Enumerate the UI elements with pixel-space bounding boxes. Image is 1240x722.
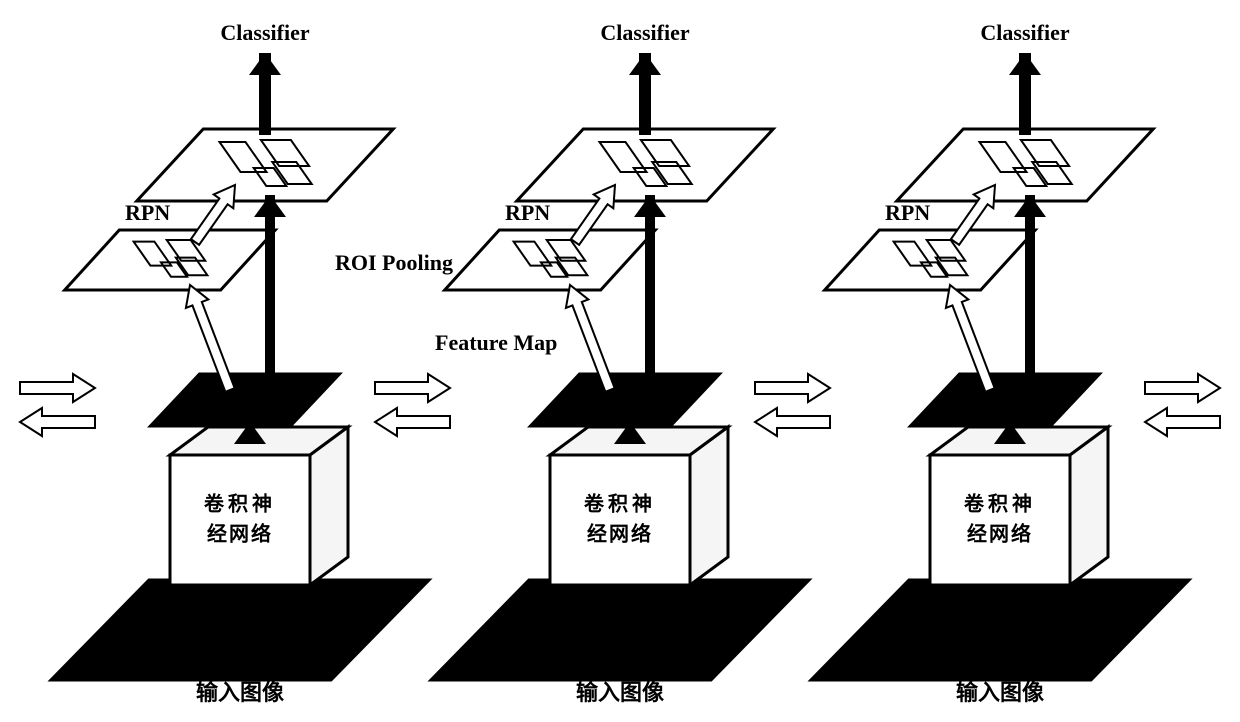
svg-text:经网络: 经网络	[967, 522, 1033, 546]
svg-text:卷积神: 卷积神	[584, 492, 656, 516]
svg-text:经网络: 经网络	[207, 522, 273, 546]
svg-text:卷积神: 卷积神	[964, 492, 1036, 516]
input-image-label: 输入图像	[576, 680, 665, 705]
classifier-label: Classifier	[220, 20, 309, 45]
rpn-label: RPN	[125, 200, 170, 225]
module: 卷积神经网络 Classifier RPN Feature Map 输入图像	[431, 20, 809, 705]
classifier-label: Classifier	[980, 20, 1069, 45]
rpn-label: RPN	[505, 200, 550, 225]
feature-map-label: Feature Map	[435, 330, 557, 355]
svg-text:卷积神: 卷积神	[204, 492, 276, 516]
roi-pooling-label: ROI Pooling	[335, 250, 453, 275]
module: 卷积神经网络 Classifier RPN 输入图像	[811, 20, 1189, 705]
input-image-label: 输入图像	[196, 680, 285, 705]
rpn-label: RPN	[885, 200, 930, 225]
classifier-label: Classifier	[600, 20, 689, 45]
svg-text:经网络: 经网络	[587, 522, 653, 546]
module: 卷积神经网络 Classifier RPN ROI Pooling 输入图像	[51, 20, 453, 705]
input-image-label: 输入图像	[956, 680, 1045, 705]
